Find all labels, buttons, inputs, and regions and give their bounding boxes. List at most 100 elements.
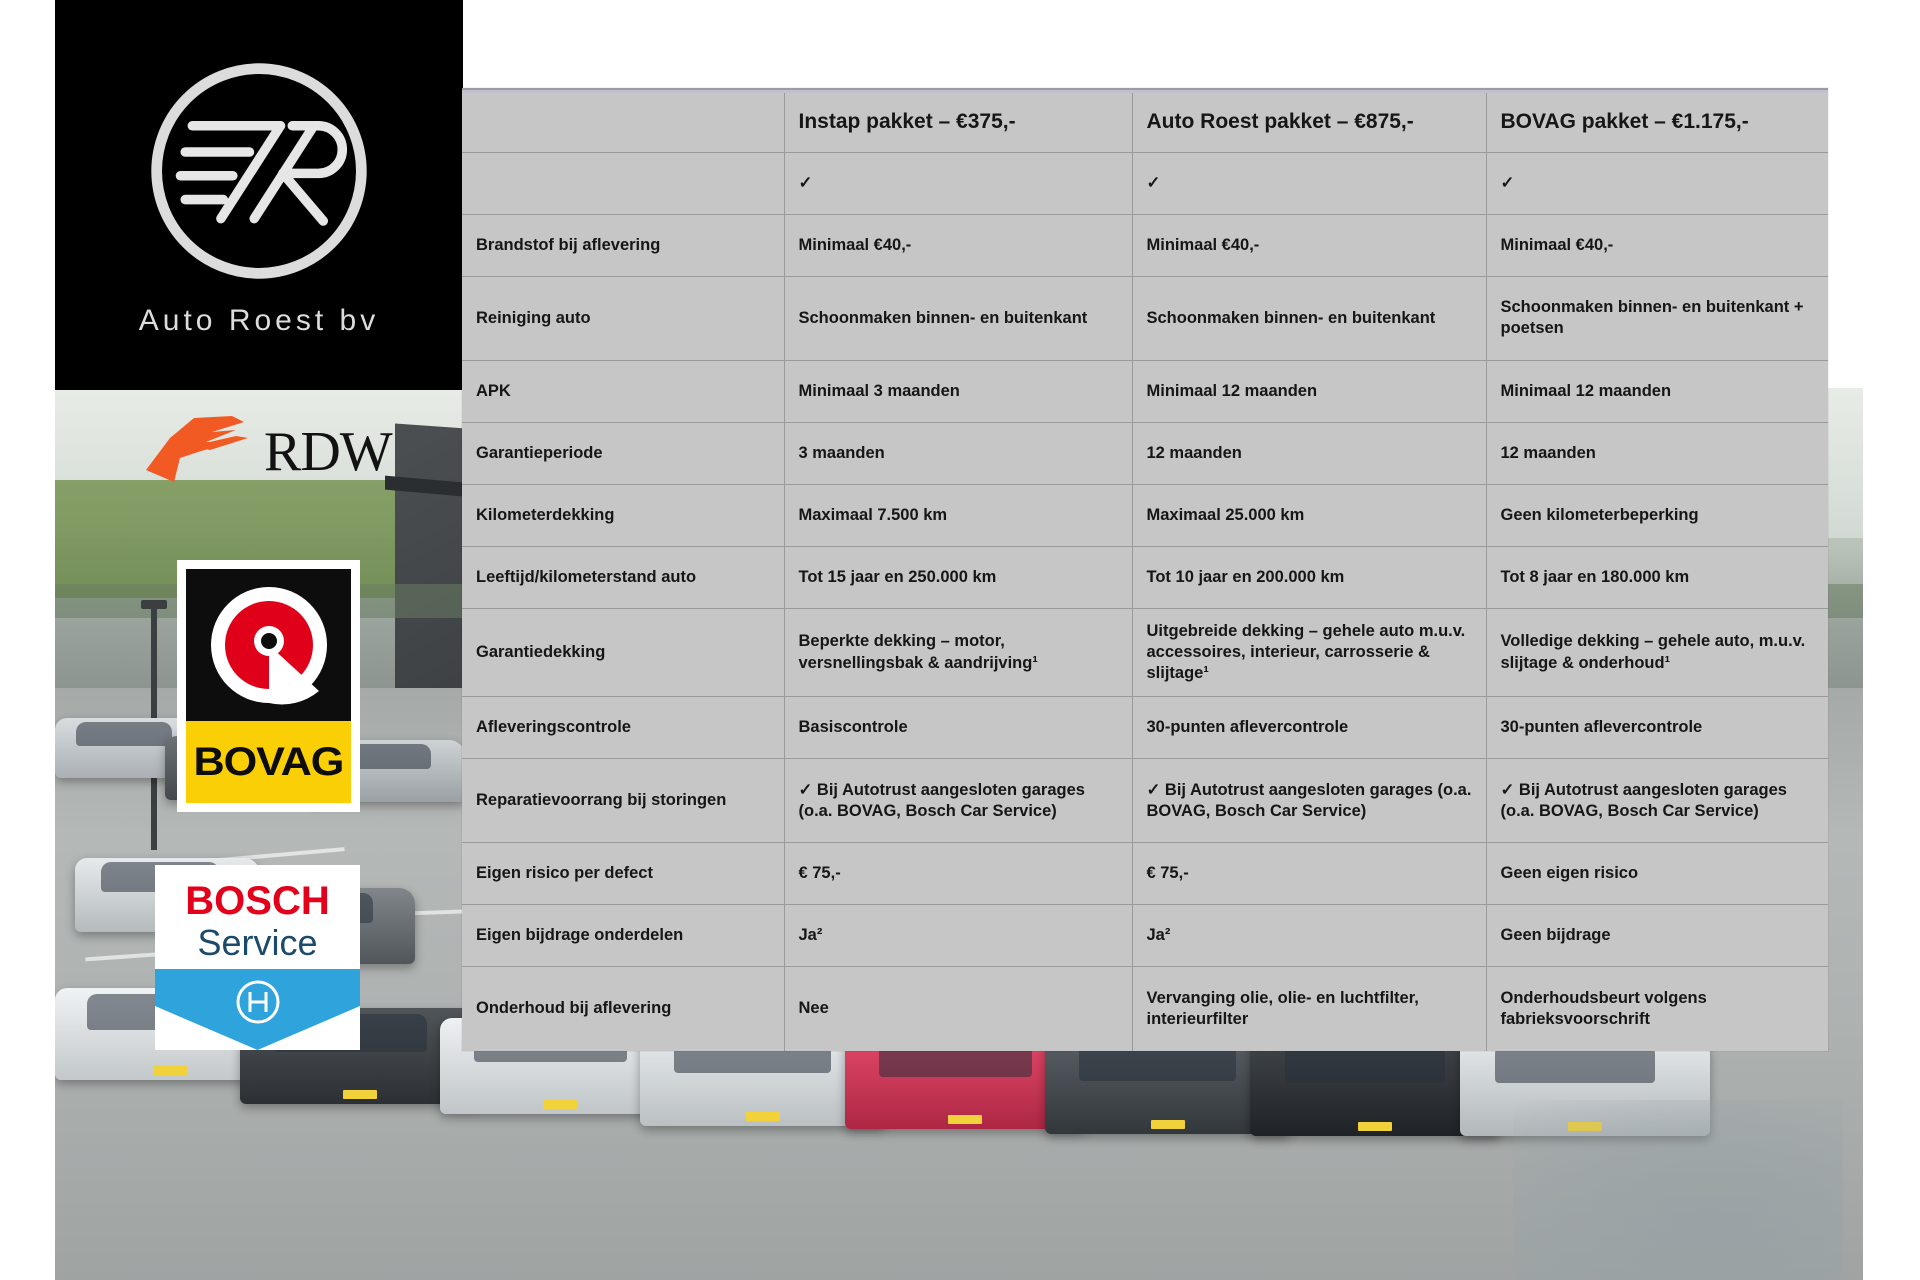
puddle (1513, 1100, 1843, 1280)
row-label: Leeftijd/kilometerstand auto (462, 546, 785, 609)
row-label: Garantiedekking (462, 608, 785, 698)
table-row: Garantieperiode 3 maanden 12 maanden 12 … (462, 422, 1828, 485)
license-plate (343, 1090, 377, 1099)
cell-bovag: Schoonmaken binnen- en buitenkant + poet… (1486, 276, 1828, 361)
bovag-emblem (186, 569, 351, 722)
cell-bovag: Minimaal 12 maanden (1486, 360, 1828, 423)
table-row: Reparatievoorrang bij storingen ✓ Bij Au… (462, 758, 1828, 844)
row-label (462, 152, 785, 215)
column-header-instap: Instap pakket – €375,- (784, 90, 1133, 153)
bovag-emblem-icon (210, 587, 327, 705)
cell-bovag: Tot 8 jaar en 180.000 km (1486, 546, 1828, 609)
bovag-inner: BOVAG (186, 569, 351, 803)
bosch-service-label: Service (197, 922, 318, 963)
cell-bovag: 30-punten aflevercontrole (1486, 696, 1828, 760)
table-row: Leeftijd/kilometerstand auto Tot 15 jaar… (462, 546, 1828, 609)
cell-instap: Maximaal 7.500 km (784, 484, 1133, 547)
cell-autoroest: € 75,- (1132, 842, 1487, 906)
row-label: Onderhoud bij aflevering (462, 966, 785, 1051)
table-body: ✓ ✓ ✓ Brandstof bij aflevering Minimaal … (462, 152, 1828, 1051)
cell-instap: 3 maanden (784, 422, 1133, 485)
cell-autoroest: Tot 10 jaar en 200.000 km (1132, 546, 1487, 609)
bosch-label: BOSCH (185, 879, 330, 923)
table-row: Eigen bijdrage onderdelen Ja² Ja² Geen b… (462, 904, 1828, 968)
cell-bovag: Geen kilometerbeperking (1486, 484, 1828, 547)
cell-bovag: Volledige dekking – gehele auto, m.u.v. … (1486, 608, 1828, 698)
table-row: Kilometerdekking Maximaal 7.500 km Maxim… (462, 484, 1828, 547)
cell-autoroest: ✓ Bij Autotrust aangesloten garages (o.a… (1132, 758, 1487, 844)
row-label: Kilometerdekking (462, 484, 785, 547)
cell-autoroest: 12 maanden (1132, 422, 1487, 485)
cell-autoroest: Uitgebreide dekking – gehele auto m.u.v.… (1132, 608, 1487, 698)
cell-autoroest: Minimaal 12 maanden (1132, 360, 1487, 423)
license-plate (1150, 1120, 1185, 1129)
package-comparison-table: Instap pakket – €375,- Auto Roest pakket… (462, 90, 1828, 1051)
row-label: Reparatievoorrang bij storingen (462, 758, 785, 844)
cell-autoroest: Maximaal 25.000 km (1132, 484, 1487, 547)
bovag-accreditation-logo: BOVAG (177, 560, 360, 812)
cell-autoroest: Minimaal €40,- (1132, 214, 1487, 277)
cell-bovag: Onderhoudsbeurt volgens fabrieksvoorschr… (1486, 966, 1828, 1051)
row-label: Brandstof bij aflevering (462, 214, 785, 277)
table-row: Brandstof bij aflevering Minimaal €40,- … (462, 214, 1828, 277)
row-label: APK (462, 360, 785, 423)
rdw-label: RDW (264, 421, 393, 483)
table-row: Reiniging auto Schoonmaken binnen- en bu… (462, 276, 1828, 361)
table-row: Afleveringscontrole Basiscontrole 30-pun… (462, 696, 1828, 760)
table-row: Eigen risico per defect € 75,- € 75,- Ge… (462, 842, 1828, 906)
cell-instap: Minimaal 3 maanden (784, 360, 1133, 423)
package-comparison-table-container: Instap pakket – €375,- Auto Roest pakket… (462, 88, 1828, 1051)
column-header-bovag: BOVAG pakket – €1.175,- (1486, 90, 1828, 153)
cell-instap: Beperkte dekking – motor, versnellingsba… (784, 608, 1133, 698)
cell-autoroest: 30-punten aflevercontrole (1132, 696, 1487, 760)
license-plate (948, 1115, 982, 1124)
column-header-autoroest: Auto Roest pakket – €875,- (1132, 90, 1487, 153)
bosch-service-accreditation-logo: BOSCH Service (155, 865, 360, 1050)
rdw-lion-icon (146, 416, 248, 482)
table-row: Onderhoud bij aflevering Nee Vervanging … (462, 966, 1828, 1051)
table-header-row: Instap pakket – €375,- Auto Roest pakket… (462, 90, 1828, 153)
cell-bovag-check: ✓ (1486, 152, 1828, 215)
bovag-label: BOVAG (193, 739, 345, 784)
rdw-accreditation-logo: RDW (140, 408, 405, 496)
cell-instap: Tot 15 jaar en 250.000 km (784, 546, 1133, 609)
row-label: Reiniging auto (462, 276, 785, 361)
brand-logo-panel: Auto Roest bv (55, 0, 463, 390)
cell-bovag: Geen bijdrage (1486, 904, 1828, 968)
cell-instap: € 75,- (784, 842, 1133, 906)
cell-instap: ✓ Bij Autotrust aangesloten garages (o.a… (784, 758, 1133, 844)
row-label: Afleveringscontrole (462, 696, 785, 760)
cell-bovag: ✓ Bij Autotrust aangesloten garages (o.a… (1486, 758, 1828, 844)
auto-roest-circle-logo-icon (151, 63, 367, 279)
cell-instap: Minimaal €40,- (784, 214, 1133, 277)
bovag-wordmark-band: BOVAG (186, 721, 351, 803)
bosch-anchor-icon (236, 980, 279, 1024)
cell-bovag: 12 maanden (1486, 422, 1828, 485)
cell-instap: Ja² (784, 904, 1133, 968)
row-label: Garantieperiode (462, 422, 785, 485)
cell-instap: Nee (784, 966, 1133, 1051)
table-head: Instap pakket – €375,- Auto Roest pakket… (462, 90, 1828, 153)
cell-bovag: Minimaal €40,- (1486, 214, 1828, 277)
bosch-chevron-band (155, 968, 360, 1050)
license-plate (543, 1100, 577, 1109)
cell-autoroest: Vervanging olie, olie- en luchtfilter, i… (1132, 966, 1487, 1051)
cell-instap: Schoonmaken binnen- en buitenkant (784, 276, 1133, 361)
row-label: Eigen bijdrage onderdelen (462, 904, 785, 968)
cell-instap-check: ✓ (784, 152, 1133, 215)
cell-autoroest: Schoonmaken binnen- en buitenkant (1132, 276, 1487, 361)
parked-car (1045, 1036, 1290, 1134)
table-row: Garantiedekking Beperkte dekking – motor… (462, 608, 1828, 698)
brand-wordmark: Auto Roest bv (138, 304, 380, 337)
row-label: Eigen risico per defect (462, 842, 785, 906)
license-plate (1358, 1122, 1392, 1131)
license-plate (153, 1066, 187, 1075)
license-plate (745, 1112, 780, 1121)
cell-autoroest: Ja² (1132, 904, 1487, 968)
table-row-check: ✓ ✓ ✓ (462, 152, 1828, 215)
column-header-feature (462, 90, 785, 153)
cell-instap: Basiscontrole (784, 696, 1133, 760)
table-row: APK Minimaal 3 maanden Minimaal 12 maand… (462, 360, 1828, 423)
cell-autoroest-check: ✓ (1132, 152, 1487, 215)
